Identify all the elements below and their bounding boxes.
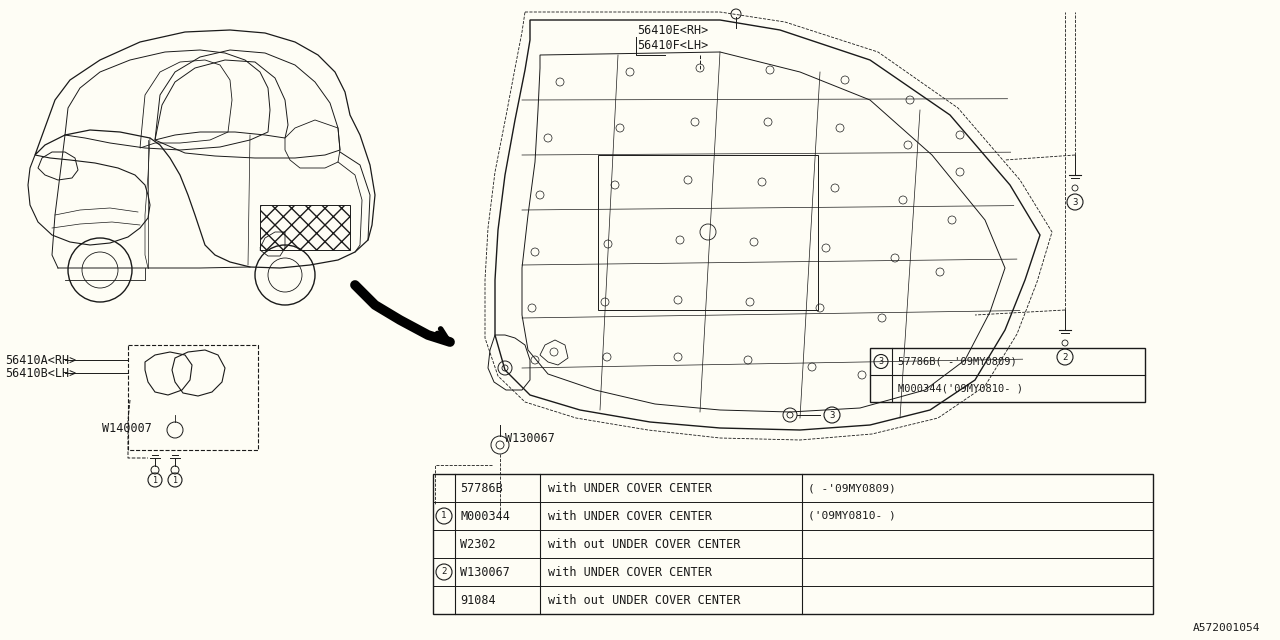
Text: 57786B( -'09MY0809): 57786B( -'09MY0809) — [899, 356, 1016, 367]
Text: with out UNDER COVER CENTER: with out UNDER COVER CENTER — [548, 538, 740, 550]
Text: 2: 2 — [1062, 353, 1068, 362]
Text: 57786B: 57786B — [460, 481, 503, 495]
Text: 1: 1 — [152, 476, 157, 484]
Text: 3: 3 — [878, 357, 883, 366]
Text: A572001054: A572001054 — [1193, 623, 1260, 633]
Text: 56410F<LH>: 56410F<LH> — [637, 38, 708, 51]
Text: M000344('09MY0810- ): M000344('09MY0810- ) — [899, 383, 1023, 394]
Bar — [598, 155, 818, 310]
Bar — [870, 348, 1146, 402]
Text: 2: 2 — [442, 568, 447, 577]
Bar — [433, 474, 1153, 614]
Text: ('09MY0810- ): ('09MY0810- ) — [808, 511, 896, 521]
Text: 1: 1 — [173, 476, 178, 484]
Text: 56410B<LH>: 56410B<LH> — [5, 367, 77, 380]
Text: 56410E<RH>: 56410E<RH> — [637, 24, 708, 36]
Text: with UNDER COVER CENTER: with UNDER COVER CENTER — [548, 481, 712, 495]
Bar — [128, 345, 259, 450]
Text: with UNDER COVER CENTER: with UNDER COVER CENTER — [548, 566, 712, 579]
Bar — [260, 205, 349, 250]
Text: 3: 3 — [829, 410, 835, 419]
Text: 3: 3 — [1073, 198, 1078, 207]
Text: W130067: W130067 — [506, 431, 554, 445]
Text: M000344: M000344 — [460, 509, 509, 522]
Text: 56410A<RH>: 56410A<RH> — [5, 353, 77, 367]
Text: with out UNDER COVER CENTER: with out UNDER COVER CENTER — [548, 593, 740, 607]
Text: W2302: W2302 — [460, 538, 495, 550]
Text: ( -'09MY0809): ( -'09MY0809) — [808, 483, 896, 493]
Text: W130067: W130067 — [460, 566, 509, 579]
Text: 91084: 91084 — [460, 593, 495, 607]
Text: W140007: W140007 — [102, 422, 152, 435]
Text: 1: 1 — [442, 511, 447, 520]
Text: with UNDER COVER CENTER: with UNDER COVER CENTER — [548, 509, 712, 522]
